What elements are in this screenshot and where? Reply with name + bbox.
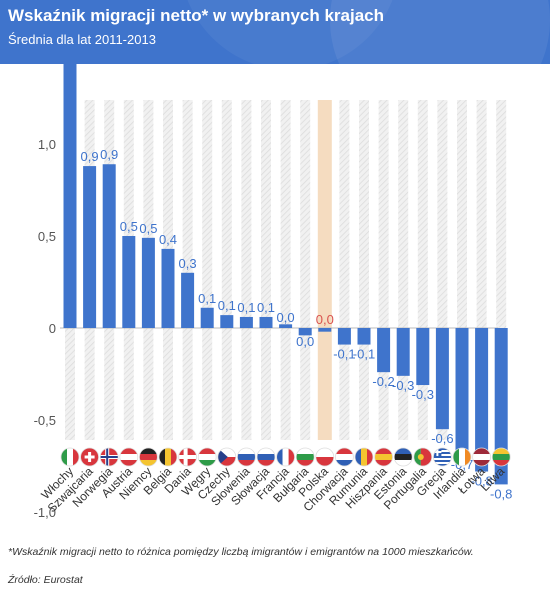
chart-subtitle: Średnia dla lat 2011-2013 bbox=[8, 32, 156, 47]
value-label: -0,8 bbox=[490, 486, 512, 501]
bar-4 bbox=[141, 237, 155, 328]
value-label: -0,2 bbox=[372, 374, 394, 389]
bar-12 bbox=[298, 328, 312, 336]
value-label: 0,9 bbox=[100, 147, 118, 162]
value-label: -0,8 bbox=[470, 474, 492, 489]
bar-7 bbox=[200, 307, 214, 328]
value-label: -0,1 bbox=[353, 347, 375, 362]
y-tick-label: -1,0 bbox=[34, 505, 56, 520]
bar-chart: 2,52,01,51,00,50-0,5-1,0 2,00,90,90,50,5… bbox=[34, 64, 513, 520]
bar-17 bbox=[396, 328, 410, 376]
bar-2 bbox=[102, 164, 116, 328]
value-label: -0,6 bbox=[431, 431, 453, 446]
flag-icon bbox=[217, 447, 237, 467]
x-axis-labels: WłochySzwajcariaNorwegiaAustriaNiemcyBel… bbox=[38, 464, 507, 515]
bar-14 bbox=[337, 328, 351, 345]
flag-icon bbox=[197, 447, 217, 467]
flag-icon bbox=[119, 447, 139, 467]
flag-icon bbox=[315, 447, 335, 467]
flag-icon bbox=[354, 447, 374, 467]
flag-icon bbox=[413, 447, 433, 467]
bar-19 bbox=[435, 328, 449, 430]
bar-1 bbox=[83, 166, 97, 328]
flag-icon bbox=[452, 447, 472, 467]
bar-18 bbox=[416, 328, 430, 386]
value-label: 0,1 bbox=[218, 298, 236, 313]
bar-6 bbox=[181, 272, 195, 328]
flag-icon bbox=[295, 447, 315, 467]
bar-22 bbox=[494, 328, 508, 485]
value-label: -0,3 bbox=[412, 387, 434, 402]
y-tick-label: 1,0 bbox=[38, 137, 56, 152]
value-label: 0,5 bbox=[120, 219, 138, 234]
flag-icon bbox=[236, 447, 256, 467]
flag-icon bbox=[138, 447, 158, 467]
flag-icon bbox=[491, 447, 511, 467]
value-label: -0,1 bbox=[333, 347, 355, 362]
bar-16 bbox=[377, 328, 391, 373]
bar-5 bbox=[161, 248, 175, 328]
bar-21 bbox=[475, 328, 489, 472]
highlight-band bbox=[317, 100, 332, 440]
bar-9 bbox=[239, 316, 253, 328]
footnote: *Wskaźnik migracji netto to różnica pomi… bbox=[8, 546, 474, 558]
value-label: 0,5 bbox=[139, 221, 157, 236]
flag-icon bbox=[158, 447, 178, 467]
value-label: 0,9 bbox=[81, 149, 99, 164]
y-axis: 2,52,01,51,00,50-0,5-1,0 bbox=[34, 137, 56, 520]
bar-10 bbox=[259, 316, 273, 328]
value-labels: 2,00,90,90,50,50,40,30,10,10,10,10,00,00… bbox=[81, 147, 513, 501]
header: Wskaźnik migracji netto* w wybranych kra… bbox=[0, 0, 550, 64]
flag-icon bbox=[374, 447, 394, 467]
flag-icon bbox=[432, 447, 452, 467]
y-tick-label: 0 bbox=[49, 321, 56, 336]
flag-icon bbox=[276, 447, 296, 467]
bar-3 bbox=[122, 236, 136, 328]
flag-icon bbox=[393, 447, 413, 467]
value-label: 0,4 bbox=[159, 232, 177, 247]
value-label: 0,0 bbox=[296, 334, 314, 349]
value-label: 0,3 bbox=[179, 256, 197, 271]
value-label: 0,0 bbox=[316, 312, 334, 327]
flag-icon bbox=[99, 447, 119, 467]
value-label: 0,0 bbox=[277, 310, 295, 325]
source-note: Źródło: Eurostat bbox=[8, 574, 83, 586]
value-label: -0,3 bbox=[392, 378, 414, 393]
flag-icon bbox=[178, 447, 198, 467]
bar-0 bbox=[63, 64, 77, 329]
y-tick-label: 0,5 bbox=[38, 229, 56, 244]
flag-icon bbox=[472, 447, 492, 467]
value-label: 0,1 bbox=[257, 300, 275, 315]
flag-icon bbox=[334, 447, 354, 467]
bar-20 bbox=[455, 328, 469, 455]
header-decoration bbox=[330, 0, 550, 64]
bar-13 bbox=[318, 328, 332, 332]
flag-icon bbox=[256, 447, 276, 467]
y-tick-label: -0,5 bbox=[34, 413, 56, 428]
bar-8 bbox=[220, 315, 234, 328]
country-flags bbox=[60, 447, 511, 467]
flag-icon bbox=[80, 447, 99, 467]
chart-title: Wskaźnik migracji netto* w wybranych kra… bbox=[8, 6, 385, 25]
bar-11 bbox=[279, 324, 293, 328]
value-label: 0,1 bbox=[198, 291, 216, 306]
bar-15 bbox=[357, 328, 371, 345]
flag-icon bbox=[60, 447, 80, 467]
highlight-band-polska bbox=[317, 100, 332, 440]
bars bbox=[63, 64, 508, 485]
value-label: 0,1 bbox=[237, 300, 255, 315]
